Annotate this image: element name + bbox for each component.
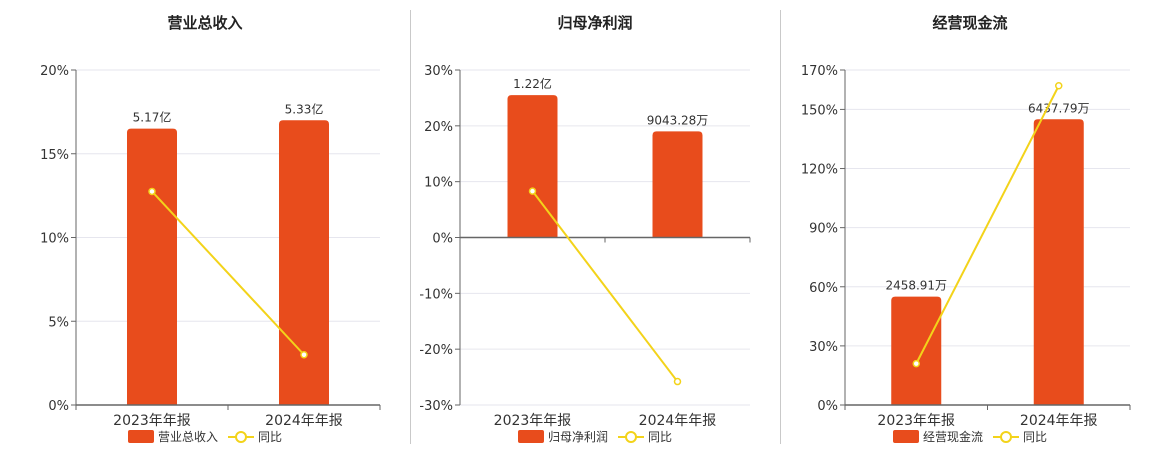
y-tick-label: 20% bbox=[40, 64, 69, 79]
chart-svg-revenue: 0% 5% 10% 15% 20% 5.17亿 5.33亿 2023年年报 2024年年报 bbox=[40, 64, 381, 429]
y-tick-label: 5% bbox=[48, 315, 69, 330]
y-tick-label: 170% bbox=[801, 64, 838, 79]
bar bbox=[891, 296, 942, 405]
bar bbox=[652, 131, 703, 238]
chart-panel-net-profit: 归母净利润 -30% -20% -10% 0% 10% 20% 30% 1.22亿 9043.2… bbox=[410, 0, 780, 450]
y-tick-label: 15% bbox=[40, 148, 69, 163]
legend-bar-swatch bbox=[892, 430, 919, 443]
legend-label: 经营现金流 bbox=[922, 430, 983, 444]
y-tick-label: -10% bbox=[419, 287, 453, 302]
legend: 营业总收入 同比 bbox=[0, 428, 410, 445]
x-tick-label: 2024年年报 bbox=[265, 413, 343, 429]
bar bbox=[507, 95, 558, 238]
line-point bbox=[148, 187, 156, 196]
x-tick-label: 2024年年报 bbox=[1020, 413, 1098, 429]
legend-label: 同比 bbox=[1023, 430, 1048, 444]
legend-line-swatch bbox=[228, 430, 254, 443]
y-tick-label: 10% bbox=[424, 176, 453, 191]
chart-title: 营业总收入 bbox=[167, 14, 243, 32]
y-tick-label: 30% bbox=[809, 340, 838, 355]
y-tick-label: 90% bbox=[809, 222, 838, 237]
bar bbox=[1033, 119, 1084, 405]
legend: 归母净利润 同比 bbox=[410, 428, 780, 445]
legend: 经营现金流 同比 bbox=[780, 428, 1160, 445]
line-series bbox=[151, 190, 305, 356]
line-point bbox=[528, 187, 537, 195]
line-point bbox=[673, 377, 682, 386]
bar-value-label: 5.33亿 bbox=[285, 101, 324, 116]
legend-item-bar[interactable]: 营业总收入 bbox=[127, 428, 218, 445]
legend-line-swatch bbox=[993, 430, 1019, 443]
legend-label: 同比 bbox=[648, 430, 673, 444]
line-series bbox=[915, 85, 1060, 365]
bar-value-label: 2458.91万 bbox=[885, 279, 947, 293]
bar bbox=[127, 128, 177, 405]
x-tick-label: 2023年年报 bbox=[113, 413, 191, 429]
legend-label: 归母净利润 bbox=[547, 430, 608, 444]
panel-divider bbox=[780, 10, 781, 444]
legend-label: 营业总收入 bbox=[157, 430, 218, 444]
chart-title: 归母净利润 bbox=[557, 14, 633, 32]
bar-value-label: 9043.28万 bbox=[647, 113, 709, 127]
y-tick-label: 60% bbox=[809, 281, 838, 296]
y-tick-label: 0% bbox=[48, 399, 69, 414]
bar-value-label: 1.22亿 bbox=[513, 76, 552, 91]
y-tick-label: 0% bbox=[817, 399, 838, 414]
chart-svg-cash-flow: 0% 30% 60% 90% 120% 150% 170% 2458.91万 6437.79万 2… bbox=[801, 64, 1131, 429]
y-tick-label: 0% bbox=[432, 232, 453, 247]
legend-item-bar[interactable]: 归母净利润 bbox=[517, 428, 608, 445]
y-tick-label: -20% bbox=[419, 343, 453, 358]
legend-item-line[interactable]: 同比 bbox=[618, 428, 672, 445]
y-tick-label: 20% bbox=[424, 120, 453, 135]
chart-title: 经营现金流 bbox=[932, 14, 1008, 32]
chart-panel-cash-flow: 经营现金流 0% 30% 60% 90% 120% 150% 170% 2458.91万 643… bbox=[780, 0, 1160, 450]
line-series bbox=[531, 190, 679, 383]
legend-bar-swatch bbox=[517, 430, 544, 443]
bar-value-label: 6437.79万 bbox=[1028, 101, 1090, 115]
legend-item-bar[interactable]: 经营现金流 bbox=[892, 428, 983, 445]
y-tick-label: -30% bbox=[419, 399, 453, 414]
line-point bbox=[912, 359, 920, 368]
line-point bbox=[300, 351, 308, 359]
x-tick-label: 2023年年报 bbox=[494, 413, 572, 429]
y-tick-label: 10% bbox=[40, 232, 69, 247]
legend-bar-swatch bbox=[127, 430, 154, 443]
legend-label: 同比 bbox=[258, 430, 283, 444]
chart-svg-net-profit: -30% -20% -10% 0% 10% 20% 30% 1.22亿 9043.28万 2023… bbox=[419, 64, 751, 429]
y-tick-label: 120% bbox=[801, 163, 838, 178]
panel-divider bbox=[410, 10, 411, 444]
line-point bbox=[1055, 82, 1063, 90]
legend-line-swatch bbox=[618, 430, 644, 443]
x-tick-label: 2023年年报 bbox=[877, 413, 955, 429]
bar-value-label: 5.17亿 bbox=[133, 110, 172, 125]
chart-panel-revenue: 营业总收入 0% 5% 10% 15% 20% 5.17亿 5.33亿 2023年年报 2024… bbox=[0, 0, 410, 450]
x-tick-label: 2024年年报 bbox=[639, 413, 717, 429]
y-tick-label: 150% bbox=[801, 103, 838, 118]
y-tick-label: 30% bbox=[424, 64, 453, 79]
legend-item-line[interactable]: 同比 bbox=[993, 428, 1047, 445]
legend-item-line[interactable]: 同比 bbox=[228, 428, 282, 445]
bar bbox=[279, 120, 329, 405]
